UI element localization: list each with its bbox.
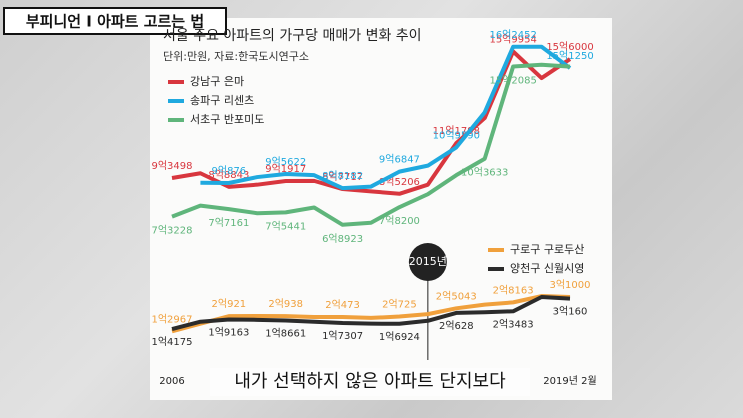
value-label: 3억1000 (549, 279, 590, 291)
value-label: 1억2967 (151, 313, 192, 325)
value-label: 16억2452 (489, 29, 536, 41)
value-label: 9억5622 (265, 156, 306, 168)
value-label: 15억1250 (546, 50, 593, 62)
series-line (171, 62, 571, 227)
value-label: 8억8182 (322, 170, 363, 182)
x-tick-label: 2006 (159, 376, 184, 387)
value-label: 3억160 (553, 306, 588, 318)
value-label: 7억5441 (265, 220, 306, 232)
marker-label: 2015년 (409, 255, 447, 268)
value-label: 8억7717 (322, 171, 363, 183)
value-label: 10억3633 (461, 167, 508, 179)
legend-label: 구로구 구로두산 (510, 243, 584, 256)
value-label: 2억921 (212, 298, 247, 310)
value-label: 1억8661 (265, 327, 306, 339)
value-label: 7억7161 (208, 217, 249, 229)
banner: 부피니언 I 아파트 고르는 법 (26, 13, 204, 31)
legend-label: 양천구 신월시영 (510, 261, 584, 275)
legend-label: 서초구 반포미도 (190, 113, 264, 126)
series-line (171, 294, 571, 334)
series-line (171, 49, 572, 196)
value-label: 2억938 (268, 298, 303, 310)
value-label: 1억9163 (208, 327, 249, 339)
series-line (200, 44, 572, 191)
value-label: 1억4175 (151, 336, 192, 348)
legend-label: 강남구 은마 (190, 75, 244, 88)
chart-title: 서울 주요 아파트의 가구당 매매가 변화 추이 (163, 28, 422, 44)
value-label: 10억9590 (433, 129, 480, 141)
series-line (171, 294, 571, 331)
value-label: 1억6924 (379, 331, 420, 343)
value-label: 2억3483 (493, 318, 534, 330)
value-label: 2억473 (325, 299, 360, 311)
value-label: 2억5043 (436, 290, 477, 302)
caption: 내가 선택하지 않은 아파트 단지보다 (234, 371, 506, 392)
chart-subtitle: 단위:만원, 자료:한국도시연구소 (163, 50, 309, 63)
legend-label: 송파구 리센츠 (190, 94, 254, 107)
value-label: 9억3498 (151, 160, 192, 172)
value-label: 2억725 (382, 299, 417, 311)
value-label: 9억1917 (265, 163, 306, 175)
value-label: 1억7307 (322, 330, 363, 342)
value-label: 2억8163 (493, 284, 534, 296)
value-label: 9억876 (212, 165, 247, 177)
marker-circle (408, 243, 447, 281)
banner-box (3, 7, 227, 35)
value-label: 15억9954 (489, 34, 536, 46)
value-label: 2억628 (439, 320, 474, 332)
value-label: 15억6000 (546, 41, 593, 53)
value-label: 8억8843 (208, 169, 249, 181)
value-label: 7억3228 (151, 225, 192, 237)
value-label: 7억8200 (379, 215, 420, 227)
value-label: 15억2085 (489, 74, 536, 86)
x-tick-label: 2019년 2월 (543, 375, 596, 387)
value-label: 6억8923 (322, 233, 363, 245)
value-label: 9억6847 (379, 154, 420, 166)
caption-bg (210, 368, 530, 396)
